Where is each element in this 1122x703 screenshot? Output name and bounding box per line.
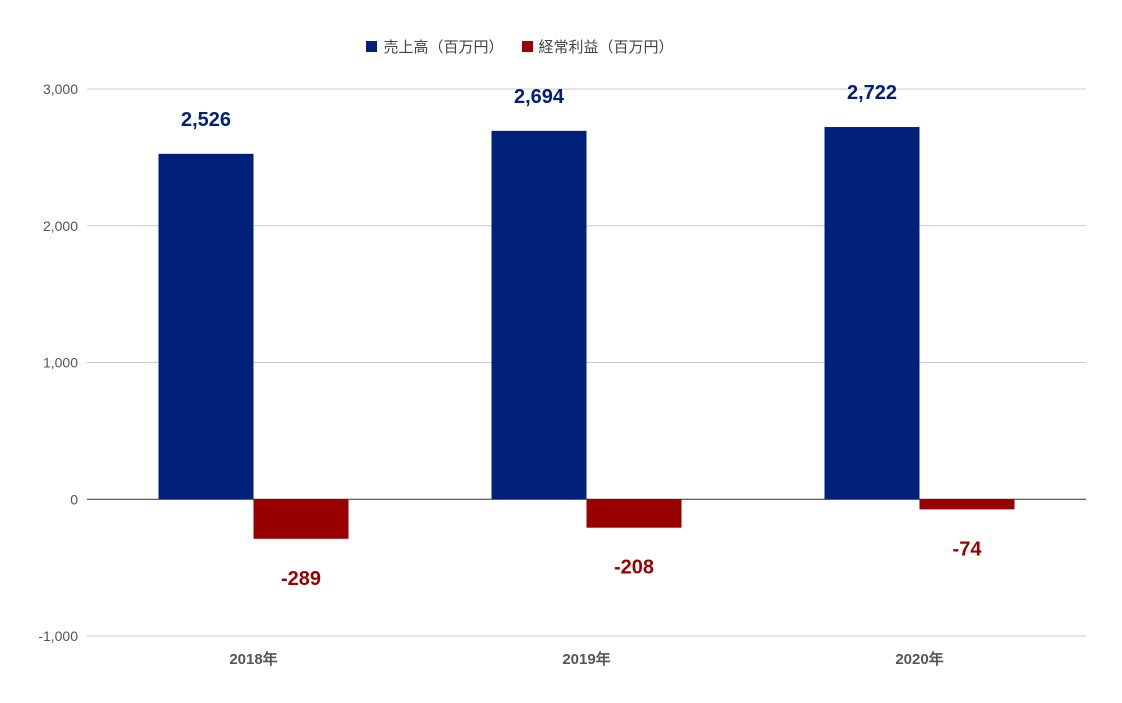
x-category-label: 2019年 bbox=[562, 650, 610, 668]
legend-item-sales: 売上高（百万円） bbox=[366, 36, 504, 57]
legend: 売上高（百万円） 経常利益（百万円） bbox=[0, 36, 1040, 57]
y-tick-label: 0 bbox=[70, 491, 78, 507]
bar-sales bbox=[824, 127, 920, 500]
legend-label-sales: 売上高（百万円） bbox=[383, 39, 504, 56]
legend-swatch-ordinary-profit bbox=[521, 41, 533, 52]
x-category-label: 2018年 bbox=[229, 650, 277, 668]
legend-item-ordinary-profit: 経常利益（百万円） bbox=[521, 36, 674, 57]
bar-ordinary-profit bbox=[919, 499, 1015, 510]
data-label-sales: 2,722 bbox=[847, 82, 897, 104]
y-tick-label: 3,000 bbox=[43, 81, 78, 97]
data-label-ordinary-profit: -289 bbox=[281, 568, 321, 590]
bar-ordinary-profit bbox=[253, 499, 349, 539]
y-tick-label: 1,000 bbox=[43, 355, 78, 371]
data-label-sales: 2,526 bbox=[181, 109, 231, 131]
data-label-ordinary-profit: -208 bbox=[614, 557, 654, 579]
bar-sales bbox=[158, 153, 254, 500]
legend-label-ordinary-profit: 経常利益（百万円） bbox=[538, 39, 674, 56]
data-label-sales: 2,694 bbox=[514, 86, 565, 108]
bar-sales bbox=[491, 130, 587, 500]
legend-swatch-sales bbox=[366, 41, 378, 52]
x-category-label: 2020年 bbox=[895, 650, 943, 668]
y-tick-label: 2,000 bbox=[43, 218, 78, 234]
y-tick-label: -1,000 bbox=[38, 628, 78, 644]
data-label-ordinary-profit: -74 bbox=[953, 538, 983, 560]
bar-ordinary-profit bbox=[586, 499, 682, 528]
